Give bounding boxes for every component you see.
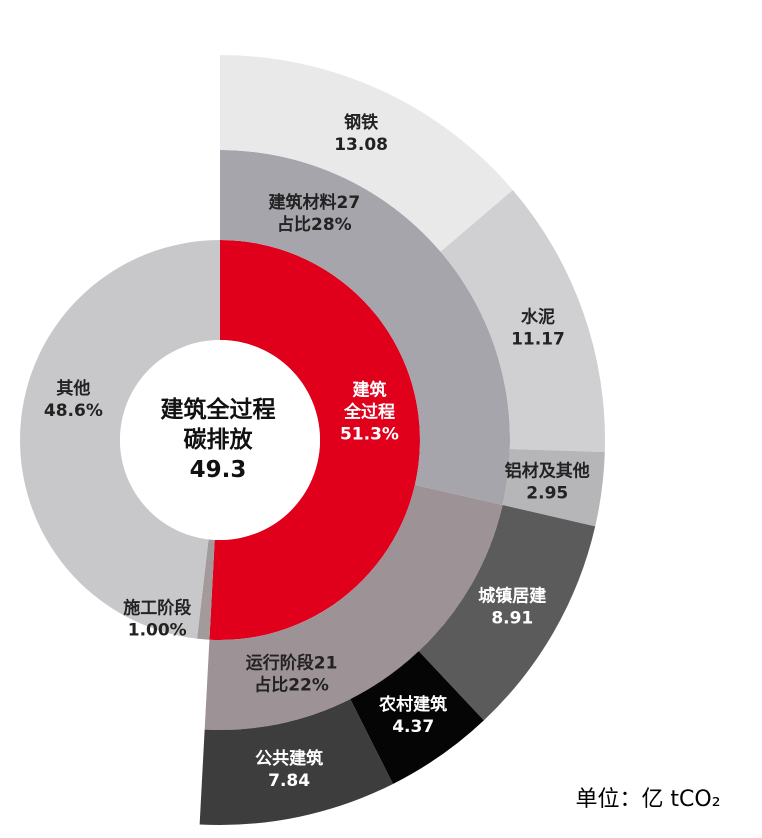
label-part: 11.17 [511,329,565,349]
outer-segment [199,699,393,825]
inner-segment [19,240,220,639]
label-part: 51.3% [340,424,399,444]
middle-segment [220,150,510,506]
label-part: 建筑全过程 [161,396,276,423]
label-part: 建筑 [352,379,386,400]
segment-label: 钢铁 13.08 [334,112,388,155]
unit-label: 单位：亿 tCO₂ [575,787,720,812]
label-part: 8.91 [491,609,533,629]
segment-label: 铝材及其他 2.95 [505,460,590,503]
segment-label: 城镇居建 8.91 [478,586,546,629]
label-part: 钢铁 [344,112,378,133]
label-part: 铝材及其他 [505,460,590,481]
label-part: 占比28% [277,214,352,235]
label-part: 48.6% [44,401,103,421]
label-part: 7.84 [268,771,310,791]
label-part: 建筑材料 [269,192,337,213]
segment-label: 水泥 11.17 [511,306,565,349]
outer-segment [440,190,605,453]
inner-segment [197,539,215,640]
segment-label: 运行阶段21 占比22% [246,652,338,695]
outer-segment [220,55,513,252]
inner-segment [209,240,420,640]
outer-segment [502,449,605,527]
label-part: 13.08 [334,135,388,155]
segment-label: 建筑全过程 51.3% [340,379,399,444]
label-part: 21 [314,653,338,673]
label-part: 农村建筑 [378,694,447,715]
label-part: 公共建筑 [255,748,323,769]
label-part: 49.3 [190,457,247,483]
label-part: 施工阶段 [123,597,191,618]
label-part: 水泥 [521,306,555,327]
segment-label: 其他 48.6% [44,378,103,421]
label-part: 27 [337,193,361,213]
segment-label: 建筑材料27 占比28% [269,192,361,235]
segment-label: 农村建筑 4.37 [378,694,447,737]
outer-segment [350,651,484,784]
label-part: 1.00% [128,620,187,640]
outer-segment [418,505,596,721]
label-part: 碳排放 [184,426,254,453]
label-part: 2.95 [526,483,568,503]
middle-segment [204,484,503,730]
segment-label: 施工阶段 1.00% [123,597,191,640]
label-part: 其他 [56,378,90,399]
label-part: 4.37 [392,717,434,737]
label-part: 运行阶段 [246,652,314,673]
label-part: 占比22% [254,674,329,695]
segment-label: 公共建筑 7.84 [255,748,323,791]
label-part: 全过程 [343,401,395,422]
center-label: 建筑全过程碳排放 49.3 [161,396,276,483]
label-part: 城镇居建 [478,586,546,607]
center-hole [120,340,320,540]
